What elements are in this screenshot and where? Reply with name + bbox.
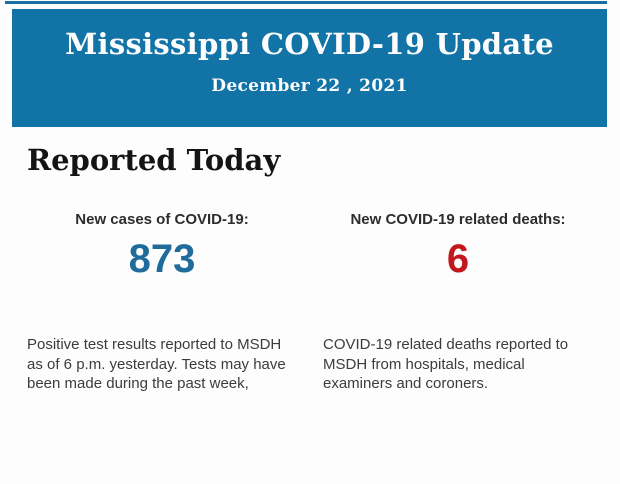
stat-value-new-cases: 873 (128, 237, 196, 281)
stat-value-new-deaths: 6 (446, 237, 470, 281)
stat-description-new-deaths: COVID-19 related deaths reported to MSDH… (323, 336, 569, 392)
section-heading: Reported Today (27, 143, 281, 177)
stat-new-cases: New cases of COVID-19: 873 Positive test… (27, 211, 297, 394)
page-title: Mississippi COVID-19 Update (65, 27, 554, 61)
stat-label-new-deaths: New COVID-19 related deaths: (350, 211, 566, 228)
header-banner: Mississippi COVID-19 Update December 22 … (12, 9, 607, 127)
stat-label-new-cases: New cases of COVID-19: (75, 211, 249, 228)
top-accent-line (5, 1, 607, 4)
header-date: December 22 , 2021 (211, 76, 408, 96)
stat-new-deaths: New COVID-19 related deaths: 6 COVID-19 … (323, 211, 593, 394)
stats-row: New cases of COVID-19: 873 Positive test… (27, 211, 593, 394)
content-area: Reported Today New cases of COVID-19: 87… (27, 143, 593, 394)
stat-description-new-cases: Positive test results reported to MSDH a… (27, 336, 286, 392)
